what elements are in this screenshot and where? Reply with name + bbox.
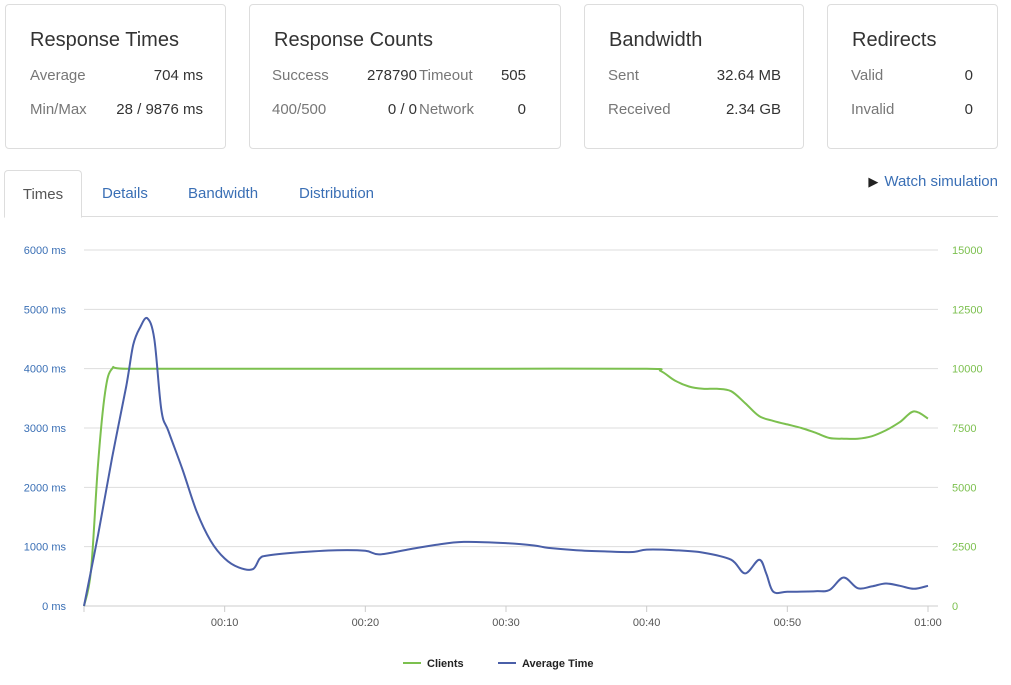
play-icon: ▶: [868, 174, 879, 189]
redirects-card: Redirects Valid 0 Invalid 0: [827, 4, 998, 149]
x-tick-label: 01:00: [914, 617, 942, 629]
sent-label: Sent: [608, 67, 639, 84]
received-label: Received: [608, 101, 671, 118]
y-right-tick-label: 7500: [952, 423, 976, 435]
x-tick-label: 00:20: [352, 617, 380, 629]
minmax-label: Min/Max: [30, 101, 87, 118]
timeout-label: Timeout: [419, 67, 473, 84]
x-tick-label: 00:40: [633, 617, 661, 629]
network-value: 0: [517, 101, 526, 118]
network-label: Network: [419, 101, 475, 118]
average-label: Average: [30, 67, 86, 84]
response-times-title: Response Times: [30, 29, 179, 51]
invalid-label: Invalid: [851, 101, 895, 118]
response-counts-title: Response Counts: [274, 29, 433, 51]
y-left-tick-label: 6000 ms: [24, 245, 67, 257]
minmax-value: 28 / 9876 ms: [116, 101, 203, 118]
received-value: 2.34 GB: [725, 101, 781, 118]
series-line-clients: [83, 365, 929, 607]
y-right-tick-label: 15000: [952, 245, 983, 257]
y-left-tick-label: 2000 ms: [24, 482, 67, 494]
tab-bandwidth[interactable]: Bandwidth: [188, 185, 259, 202]
x-tick-label: 00:50: [774, 617, 802, 629]
legend-label-average-time: Average Time: [522, 658, 594, 670]
x-tick-label: 00:10: [211, 617, 239, 629]
sent-value: 32.64 MB: [716, 67, 781, 84]
series-line-average-time: [83, 316, 929, 607]
y-left-tick-label: 3000 ms: [24, 423, 67, 435]
y-right-tick-label: 5000: [952, 482, 976, 494]
response-time-chart: 6000 ms 15000 5000 ms 12500 4000 ms 10000 3000…: [24, 245, 983, 670]
success-label: Success: [272, 67, 329, 84]
y-left-tick-label: 5000 ms: [24, 304, 67, 316]
y-right-tick-label: 0: [952, 601, 958, 613]
y-right-tick-label: 10000: [952, 364, 983, 376]
tab-details[interactable]: Details: [102, 185, 148, 202]
tab-distribution[interactable]: Distribution: [299, 185, 375, 202]
average-value: 704 ms: [153, 67, 203, 84]
watch-simulation-link[interactable]: ▶ Watch simulation: [868, 173, 998, 190]
valid-label: Valid: [851, 67, 884, 84]
y-right-tick-label: 12500: [952, 304, 983, 316]
y-left-tick-label: 0 ms: [42, 601, 66, 613]
y-left-tick-label: 1000 ms: [24, 542, 67, 554]
tab-times[interactable]: Times: [4, 170, 82, 218]
bandwidth-title: Bandwidth: [609, 29, 703, 51]
response-times-card: Response Times Average 704 ms Min/Max 28…: [5, 4, 226, 149]
bandwidth-card: Bandwidth Sent 32.64 MB Received 2.34 GB: [584, 4, 804, 149]
timeout-value: 505: [500, 67, 526, 84]
y-left-tick-label: 4000 ms: [24, 364, 67, 376]
legend-label-clients: Clients: [427, 658, 464, 670]
valid-value: 0: [964, 67, 973, 84]
chart-tabs: Times Details Bandwidth Distribution: [4, 170, 998, 218]
error-codes-value: 0 / 0: [387, 101, 417, 118]
response-counts-card: Response Counts Success 278790 Timeout 5…: [249, 4, 561, 149]
invalid-value: 0: [964, 101, 973, 118]
y-right-tick-label: 2500: [952, 542, 976, 554]
watch-simulation-label: Watch simulation: [884, 173, 998, 190]
success-value: 278790: [366, 67, 417, 84]
redirects-title: Redirects: [852, 29, 937, 51]
error-codes-label: 400/500: [272, 101, 327, 118]
x-tick-label: 00:30: [492, 617, 520, 629]
